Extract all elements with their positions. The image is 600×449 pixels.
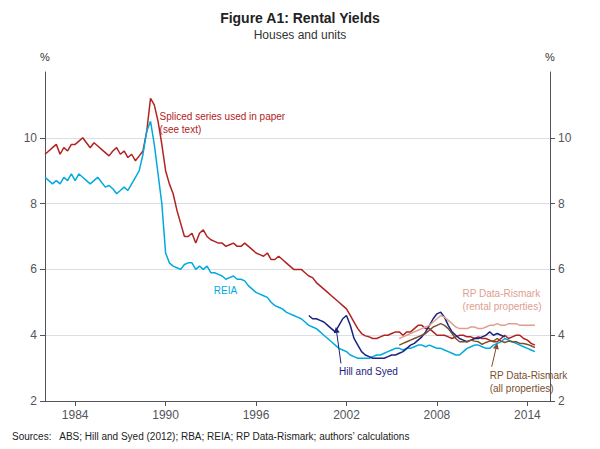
svg-text:1996: 1996 [243,408,270,422]
svg-text:4: 4 [558,328,565,342]
svg-text:REIA: REIA [214,285,238,296]
svg-text:8: 8 [30,197,37,211]
svg-text:2002: 2002 [333,408,360,422]
svg-text:RP Data-Rismark: RP Data-Rismark [463,288,542,299]
svg-text:10: 10 [24,131,38,145]
svg-text:10: 10 [558,131,572,145]
svg-text:1990: 1990 [152,408,179,422]
svg-text:(see text): (see text) [160,124,202,135]
svg-text:2008: 2008 [424,408,451,422]
svg-text:2014: 2014 [514,408,541,422]
svg-text:Hill and Syed: Hill and Syed [339,366,398,377]
svg-text:%: % [545,51,555,63]
svg-text:Spliced series used in paper: Spliced series used in paper [160,111,286,122]
svg-text:Houses and units: Houses and units [254,28,347,42]
svg-text:Figure A1: Rental Yields: Figure A1: Rental Yields [220,10,380,26]
svg-text:1984: 1984 [62,408,89,422]
svg-text:(rental properties): (rental properties) [463,301,542,312]
svg-text:Sources: ABS; Hill and Syed: Sources: ABS; Hill and Syed (2012); RBA;… [12,431,409,442]
svg-text:4: 4 [30,328,37,342]
svg-text:(all properties): (all properties) [490,383,554,394]
svg-text:8: 8 [558,197,565,211]
svg-text:6: 6 [558,262,565,276]
svg-text:2: 2 [30,394,37,408]
svg-text:%: % [40,51,50,63]
svg-text:2: 2 [558,394,565,408]
svg-text:RP Data-Rismark: RP Data-Rismark [490,370,569,381]
svg-text:6: 6 [30,262,37,276]
